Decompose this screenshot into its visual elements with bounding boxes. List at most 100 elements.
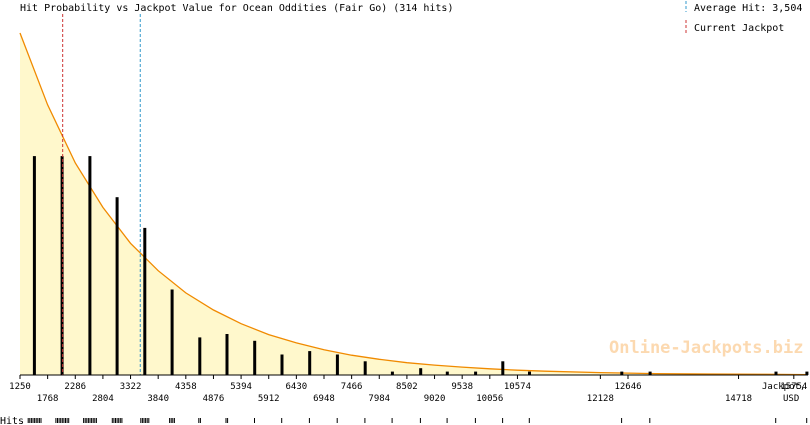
hit-bar xyxy=(774,371,778,375)
x-tick-label: 6430 xyxy=(286,382,308,392)
hit-rug-mark xyxy=(57,418,58,423)
hit-rug-mark xyxy=(92,418,94,423)
x-tick-label: 1250 xyxy=(9,382,31,392)
hit-bar xyxy=(253,340,257,375)
hit-rug-mark xyxy=(37,418,39,423)
x-tick-label: 7984 xyxy=(368,394,390,404)
hit-bar xyxy=(805,371,809,375)
hit-rug-mark xyxy=(30,418,32,423)
hit-bar xyxy=(363,361,367,375)
hits-rug xyxy=(27,418,808,423)
probability-area-layer xyxy=(19,32,809,376)
hit-rug-mark xyxy=(148,418,150,423)
hit-rug-mark xyxy=(419,418,421,423)
bar-layer xyxy=(32,156,809,375)
hit-rug-mark xyxy=(474,418,476,423)
x-tick-label: 6948 xyxy=(313,394,335,404)
hit-rug-mark xyxy=(364,418,366,423)
hit-rug-mark xyxy=(58,418,60,423)
hit-rug-mark xyxy=(446,418,448,423)
hit-rug-mark xyxy=(254,418,255,423)
hit-rug-mark xyxy=(528,418,530,423)
hit-rug-mark xyxy=(86,418,88,423)
hit-rug-mark xyxy=(806,418,808,423)
hit-rug-mark xyxy=(32,418,34,423)
hit-bar xyxy=(32,156,36,375)
hit-rug-mark xyxy=(170,418,172,423)
x-tick-label: 9538 xyxy=(451,382,473,392)
hit-rug-mark xyxy=(87,418,89,423)
x-tick-label: 2804 xyxy=(92,394,114,404)
hit-rug-mark xyxy=(225,418,227,423)
hit-rug-mark xyxy=(502,418,504,423)
marker-layer xyxy=(62,14,141,375)
tick-layer: 1250 2286 3322 4358 5394 6430 7466 8502 9538 1057… xyxy=(9,375,807,404)
x-tick-label: 14718 xyxy=(725,394,752,404)
current-jackpot-legend-label: Current Jackpot xyxy=(694,23,784,34)
hit-rug-mark xyxy=(140,418,142,423)
hit-rug-mark xyxy=(61,418,63,423)
hit-bar xyxy=(88,156,92,375)
hit-rug-mark xyxy=(91,418,93,423)
chart-title: Hit Probability vs Jackpot Value for Oce… xyxy=(20,3,453,14)
hit-rug-mark xyxy=(27,418,29,423)
x-tick-label: 8502 xyxy=(396,382,418,392)
hit-rug-mark xyxy=(89,418,91,423)
hit-rug-mark xyxy=(40,418,42,423)
hit-bar xyxy=(474,371,478,375)
x-tick-label: 7466 xyxy=(341,382,363,392)
hit-rug-mark xyxy=(83,418,85,423)
x-tick-label: 15754 xyxy=(780,382,807,392)
x-tick-label: 12128 xyxy=(587,394,614,404)
hit-rug-mark xyxy=(775,418,777,423)
hit-rug-mark xyxy=(63,418,65,423)
hit-bar xyxy=(335,354,339,375)
hit-rug-mark xyxy=(281,418,283,423)
hit-bar xyxy=(170,289,174,375)
probability-area xyxy=(20,33,808,375)
hit-rug-mark xyxy=(29,418,31,423)
x-tick-label: 3840 xyxy=(147,394,169,404)
hit-rug-mark xyxy=(35,418,37,423)
x-tick-label: 5394 xyxy=(230,382,252,392)
hit-rug-mark xyxy=(172,418,174,423)
x-tick-label: 9020 xyxy=(424,394,446,404)
hit-rug-mark xyxy=(141,418,143,423)
hit-rug-mark xyxy=(308,418,310,423)
hit-rug-mark xyxy=(118,418,120,423)
hit-bar xyxy=(280,354,284,375)
hit-bar xyxy=(143,227,147,375)
hit-bar xyxy=(390,371,394,375)
hit-rug-mark xyxy=(336,418,338,423)
probability-curve xyxy=(19,32,809,376)
hit-rug-mark xyxy=(65,418,66,423)
hit-bar xyxy=(115,197,119,375)
hit-rug-mark xyxy=(84,418,86,423)
hit-rug-mark xyxy=(143,418,145,423)
x-tick-label: 3322 xyxy=(120,382,142,392)
hit-bar xyxy=(445,371,449,375)
hit-rug-mark xyxy=(121,418,123,423)
hit-rug-mark xyxy=(111,418,113,423)
hit-rug-mark xyxy=(116,418,118,423)
x-tick-label: 4876 xyxy=(203,394,225,404)
hit-rug-mark xyxy=(66,418,68,423)
x-axis-label-line1: Jackpot, xyxy=(762,382,805,392)
x-tick-label: 10574 xyxy=(504,382,531,392)
hit-bar xyxy=(648,371,652,375)
hit-rug-mark xyxy=(60,418,62,423)
x-tick-label: 2286 xyxy=(64,382,86,392)
hit-rug-mark xyxy=(145,418,147,423)
hit-rug-mark xyxy=(198,418,200,423)
hit-rug-mark xyxy=(391,418,393,423)
x-tick-label: 4358 xyxy=(175,382,197,392)
hit-rug-mark xyxy=(199,418,201,423)
hit-rug-mark xyxy=(227,418,229,423)
x-axis-label-line2: USD xyxy=(783,394,799,404)
hit-bar xyxy=(225,334,229,375)
hit-rug-mark xyxy=(94,418,96,423)
hit-bar xyxy=(620,371,624,375)
hit-rug-mark xyxy=(113,418,115,423)
hit-rug-mark xyxy=(146,418,148,423)
